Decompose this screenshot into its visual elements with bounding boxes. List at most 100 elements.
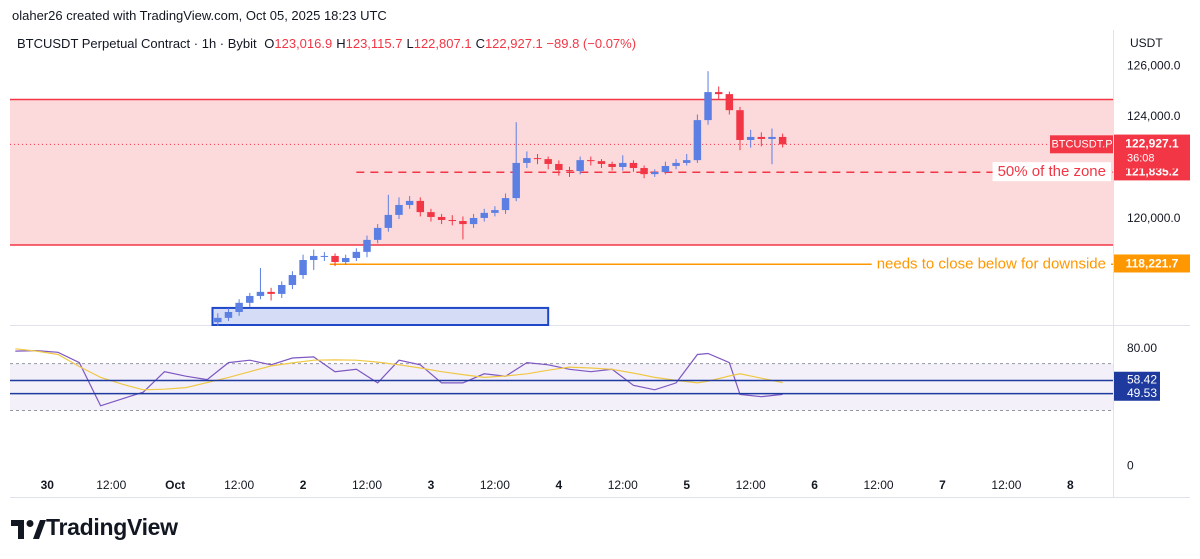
x-tick-label: 6 — [811, 478, 818, 492]
candle-body — [278, 284, 286, 294]
candle-body — [704, 92, 712, 121]
candle-body — [587, 160, 595, 162]
candle-body — [256, 291, 265, 296]
x-tick-label: 4 — [555, 478, 562, 492]
candle-body — [619, 162, 627, 168]
ohlc-key: C — [475, 36, 485, 51]
x-tick-label: Oct — [165, 478, 185, 492]
candle-body — [437, 216, 446, 221]
last-price-tag-bg — [1114, 134, 1190, 169]
candle-body — [480, 212, 488, 218]
candle-body — [309, 255, 318, 261]
text-background — [871, 254, 1111, 274]
x-tick-label: 2 — [300, 478, 307, 492]
candle-body — [555, 163, 563, 171]
x-tick-label: 12:00 — [480, 478, 510, 492]
logo: TradingView — [46, 514, 178, 540]
rsi-level-tag-bg — [1114, 384, 1160, 401]
rsi-level-tag-bg — [1114, 371, 1160, 388]
candle-body — [320, 255, 329, 257]
x-tick-label: 3 — [428, 478, 435, 492]
ohlc-key: H — [336, 36, 346, 51]
x-tick-label: 12:00 — [864, 478, 894, 492]
candle-body — [288, 275, 297, 285]
y-tick-label: 120,000.0 — [1127, 211, 1181, 225]
candle-body — [214, 317, 222, 323]
candle-body — [682, 160, 691, 163]
level-price-tag-bg — [1114, 254, 1190, 273]
candle-body — [299, 260, 307, 276]
candle-body — [491, 210, 499, 213]
y-tick-label: 126,000.0 — [1127, 58, 1181, 72]
ohlc-value: 122,807.1 — [413, 36, 472, 51]
candle-body — [416, 200, 425, 213]
candle-body — [651, 172, 659, 175]
rsi-level-tag: 49.53 — [1127, 386, 1157, 400]
candle-body — [608, 163, 616, 168]
change: −89.8 (−0.07%) — [546, 36, 637, 51]
zone-fill — [10, 99, 1113, 245]
x-tick-label: 12:00 — [96, 478, 126, 492]
candle-body — [736, 110, 744, 140]
text-background — [992, 162, 1111, 182]
symbol-tag-bg — [1050, 135, 1113, 154]
rsi-level-tag: 58.42 — [1127, 373, 1157, 387]
candle-body — [768, 136, 776, 139]
level-annotation: needs to close below for downside — [877, 255, 1106, 272]
x-tick-label: 7 — [939, 478, 946, 492]
candle-body — [469, 217, 478, 225]
symbol-tag: BTCUSDT.P — [1051, 138, 1112, 150]
candle-body — [672, 162, 680, 166]
candle-body — [235, 302, 243, 313]
candle-body — [757, 136, 766, 139]
candle-body — [341, 257, 350, 263]
demand-box — [211, 306, 550, 326]
logo-icon — [11, 520, 46, 539]
candle-body — [565, 170, 574, 172]
legend: BTCUSDT Perpetual Contract · 1h · Bybit … — [17, 36, 636, 51]
candle-body — [352, 251, 361, 258]
symbol: BTCUSDT Perpetual Contract · 1h · Bybit — [17, 36, 257, 51]
candle-body — [693, 120, 702, 161]
x-tick-label: 12:00 — [352, 478, 382, 492]
ohlc: O123,016.9 H123,115.7 L122,807.1 C122,927.1 — [260, 36, 543, 51]
credit: olaher26 created with TradingView.com, O… — [12, 8, 387, 23]
rsi-tick-label: 80.00 — [1127, 341, 1157, 355]
candle-body — [384, 214, 393, 228]
candle-body — [725, 94, 734, 111]
candle-body — [501, 198, 510, 211]
candle-body — [246, 295, 254, 303]
candle-body — [395, 204, 403, 215]
last-price-tag: 122,927.1 — [1125, 137, 1179, 151]
ohlc-value: 123,115.7 — [345, 36, 403, 51]
x-tick-label: 12:00 — [224, 478, 254, 492]
candle-body — [661, 165, 670, 173]
ohlc-key: O — [264, 36, 275, 51]
level-annotation: 50% of the zone — [998, 163, 1106, 180]
candle-body — [373, 227, 382, 240]
level-price-tag: 118,221.7 — [1126, 256, 1179, 270]
candle-body — [746, 136, 755, 140]
candle-body — [533, 158, 542, 160]
rsi-line — [15, 349, 783, 407]
candle-body — [427, 212, 435, 217]
x-tick-label: 12:00 — [608, 478, 638, 492]
candle-body — [544, 159, 552, 164]
candle-body — [629, 162, 638, 169]
x-tick-label: 30 — [41, 478, 55, 492]
candle-body — [778, 136, 787, 145]
candle-body — [224, 312, 233, 318]
ohlc-value: 122,927.1 — [484, 36, 543, 51]
candle-body — [448, 220, 456, 222]
x-tick-label: 8 — [1067, 478, 1074, 492]
candle-body — [459, 221, 467, 225]
countdown-tag: 36:08 — [1127, 152, 1155, 164]
x-tick-label: 5 — [683, 478, 690, 492]
candle-body — [597, 161, 606, 164]
candle-body — [512, 162, 520, 199]
rsi-band — [10, 363, 1113, 411]
candle-body — [576, 160, 584, 172]
